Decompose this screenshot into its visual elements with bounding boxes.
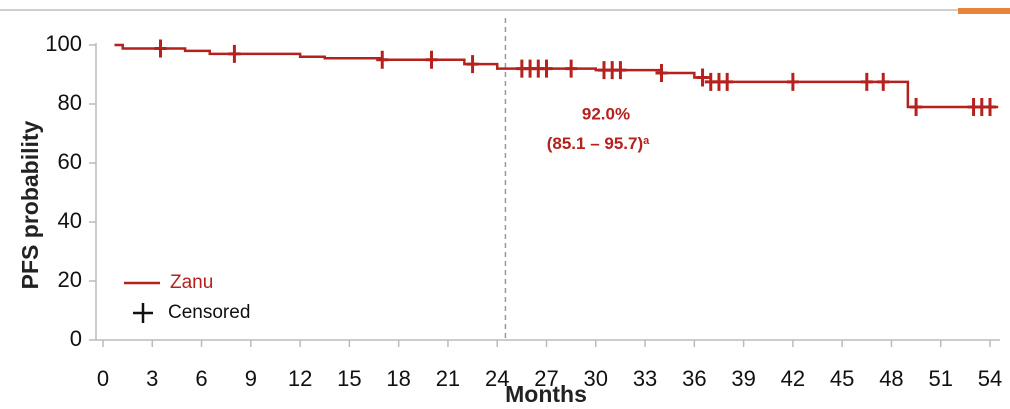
censor-mark: [696, 68, 709, 87]
censor-mark: [565, 59, 578, 78]
y-tick-label: 40: [58, 208, 82, 233]
x-tick-label: 15: [337, 366, 361, 391]
censor-mark: [721, 72, 734, 91]
censor-mark: [540, 59, 553, 78]
y-tick-label: 60: [58, 149, 82, 174]
censor-mark: [228, 44, 241, 63]
y-axis-title: PFS probability: [17, 120, 43, 289]
censor-mark: [860, 72, 873, 91]
censor-mark: [786, 72, 799, 91]
top-accent: [958, 8, 1010, 14]
annotation-value: 92.0%: [582, 104, 630, 123]
y-tick-label: 100: [45, 31, 82, 56]
censor-mark: [466, 55, 479, 74]
censor-mark: [614, 61, 627, 80]
x-tick-label: 48: [879, 366, 903, 391]
censor-mark: [655, 64, 668, 83]
y-tick-label: 0: [70, 326, 82, 351]
legend: Zanu Censored: [124, 272, 250, 323]
x-tick-label: 27: [534, 366, 558, 391]
legend-plus: [133, 303, 153, 323]
x-tick-label: 30: [584, 366, 608, 391]
x-tick-label: 18: [386, 366, 410, 391]
annotation-ci-text: (85.1 – 95.7): [547, 134, 643, 153]
y-tick-label: 20: [58, 267, 82, 292]
censor-mark: [877, 72, 890, 91]
y-tick-label: 80: [58, 90, 82, 115]
x-tick-label: 39: [731, 366, 755, 391]
censor-mark: [910, 97, 923, 116]
censor-mark: [984, 97, 996, 116]
x-tick-label: 12: [288, 366, 312, 391]
x-axis-title: Months: [505, 381, 587, 407]
annotation-note: a: [643, 135, 650, 147]
x-tick-label: 21: [436, 366, 460, 391]
x-tick-label: 42: [781, 366, 805, 391]
legend-label: Censored: [168, 302, 250, 323]
x-tick-label: 36: [682, 366, 706, 391]
censor-mark: [376, 50, 389, 69]
x-tick-label: 45: [830, 366, 854, 391]
censor-mark: [154, 39, 167, 58]
annotation-ci: (85.1 – 95.7)a: [547, 134, 650, 153]
x-tick-label: 24: [485, 366, 509, 391]
x-tick-label: 54: [978, 366, 1002, 391]
x-tick-label: 0: [97, 366, 109, 391]
censor-mark: [425, 50, 438, 69]
x-tick-label: 6: [195, 366, 207, 391]
x-tick-label: 33: [633, 366, 657, 391]
x-tick-label: 9: [245, 366, 257, 391]
legend-label: Zanu: [170, 272, 213, 293]
x-tick-label: 3: [146, 366, 158, 391]
x-tick-label: 51: [928, 366, 952, 391]
